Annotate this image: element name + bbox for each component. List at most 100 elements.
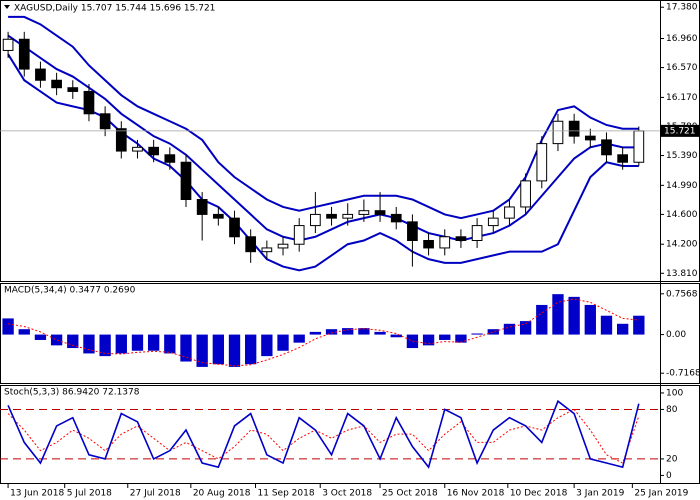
macd-bar xyxy=(633,315,645,335)
x-tick-label: 3 Oct 2018 xyxy=(322,489,372,499)
y-tick-label: 16.570 xyxy=(666,63,698,73)
x-tick-label: 13 Jun 2018 xyxy=(10,489,64,499)
candle-body xyxy=(455,236,467,241)
y-tick-label: 20 xyxy=(666,454,678,464)
macd-bar xyxy=(406,334,419,349)
stoch-signal xyxy=(7,408,640,464)
macd-bar xyxy=(616,323,629,335)
y-tick-label: 80 xyxy=(666,405,678,415)
last-price-box xyxy=(661,124,699,137)
macd-bar xyxy=(309,331,322,335)
candle-body xyxy=(439,236,451,249)
macd-bar xyxy=(180,334,192,362)
candle-body xyxy=(326,213,337,219)
macd-bar xyxy=(147,334,160,351)
macd-bar xyxy=(439,334,451,340)
y-tick-label: 100 xyxy=(666,388,683,398)
candle-body xyxy=(471,225,483,241)
macd-bar xyxy=(245,334,257,365)
candle-body xyxy=(536,143,548,182)
price-panel xyxy=(0,0,700,282)
last-price-label: 15.721 xyxy=(664,126,696,136)
candle-body xyxy=(633,130,645,163)
candle-body xyxy=(51,79,62,89)
y-tick-label: -0.7168 xyxy=(666,369,700,379)
candle-body xyxy=(584,135,596,141)
y-tick-label: 14.200 xyxy=(666,240,698,250)
chart-title: XAGUSD,Daily 15.707 15.744 15.696 15.721 xyxy=(14,4,215,14)
macd-bar xyxy=(50,334,63,346)
x-tick-label: 10 Dec 2018 xyxy=(510,489,568,499)
x-tick-label: 16 Nov 2018 xyxy=(447,489,505,499)
macd-bar xyxy=(455,334,467,343)
y-tick-label: 13.810 xyxy=(666,269,698,279)
candle-body xyxy=(601,139,612,156)
stoch-main xyxy=(7,399,640,469)
candle-body xyxy=(552,120,564,145)
macd-bar xyxy=(536,304,548,335)
y-tick-label: 0.7568 xyxy=(666,289,698,299)
macd-bar xyxy=(519,321,532,335)
macd-bar xyxy=(115,334,127,354)
macd-bar xyxy=(374,331,386,335)
x-tick-label: 25 Jan 2019 xyxy=(634,489,688,499)
candle-body xyxy=(487,217,499,227)
candle-body xyxy=(18,38,30,70)
candle-body xyxy=(407,221,418,241)
x-tick-label: 11 Sep 2018 xyxy=(258,489,315,499)
candle-body xyxy=(2,38,14,51)
macd-bar xyxy=(293,334,305,343)
macd-bar xyxy=(358,328,370,335)
macd-bar xyxy=(600,315,613,335)
candle-body xyxy=(132,146,143,152)
macd-bar xyxy=(212,334,224,365)
candle-body xyxy=(245,236,257,253)
stoch-title: Stoch(5,3,3) 86.9420 72.1378 xyxy=(4,388,140,398)
stoch-panel xyxy=(0,385,700,484)
macd-bar xyxy=(83,334,95,354)
y-tick-label: 14.990 xyxy=(666,181,698,191)
candle-body xyxy=(568,120,580,137)
y-tick-label: 15.390 xyxy=(666,151,698,161)
candle-body xyxy=(423,239,434,249)
x-tick-label: 25 Oct 2018 xyxy=(382,489,438,499)
candle-body xyxy=(617,154,629,163)
macd-bar xyxy=(67,334,79,349)
candle-body xyxy=(35,68,46,81)
x-tick-label: 27 Jul 2018 xyxy=(130,489,181,499)
macd-bar xyxy=(196,334,208,367)
y-tick-label: 0 xyxy=(666,471,672,481)
candle-body xyxy=(196,199,208,215)
macd-bar xyxy=(325,329,338,335)
candle-body xyxy=(504,206,515,219)
macd-bar xyxy=(552,294,564,335)
candle-body xyxy=(67,87,79,92)
y-tick-label: 0.00 xyxy=(666,330,686,340)
band-line xyxy=(8,15,639,220)
candle-body xyxy=(293,225,305,245)
macd-bar xyxy=(390,334,402,338)
candle-body xyxy=(277,243,289,249)
candle-body xyxy=(212,213,224,219)
menu-icon xyxy=(4,5,10,9)
band-line xyxy=(7,34,639,242)
candle-body xyxy=(342,213,354,219)
macd-bar xyxy=(228,334,241,367)
y-tick-label: 16.960 xyxy=(666,34,698,44)
macd-signal xyxy=(8,298,639,367)
candle-body xyxy=(374,210,386,215)
macd-bar xyxy=(471,333,483,335)
macd-bar xyxy=(261,334,273,357)
candle-body xyxy=(115,128,127,152)
macd-bar xyxy=(99,334,111,357)
candle-body xyxy=(310,213,321,227)
x-tick-label: 5 Jul 2018 xyxy=(67,489,112,499)
candle-body xyxy=(261,247,273,253)
candle-body xyxy=(99,113,111,130)
candle-body xyxy=(180,161,192,201)
macd-bar xyxy=(131,334,144,351)
macd-bar xyxy=(2,318,14,335)
candle-body xyxy=(83,90,95,115)
candle-body xyxy=(358,210,370,215)
